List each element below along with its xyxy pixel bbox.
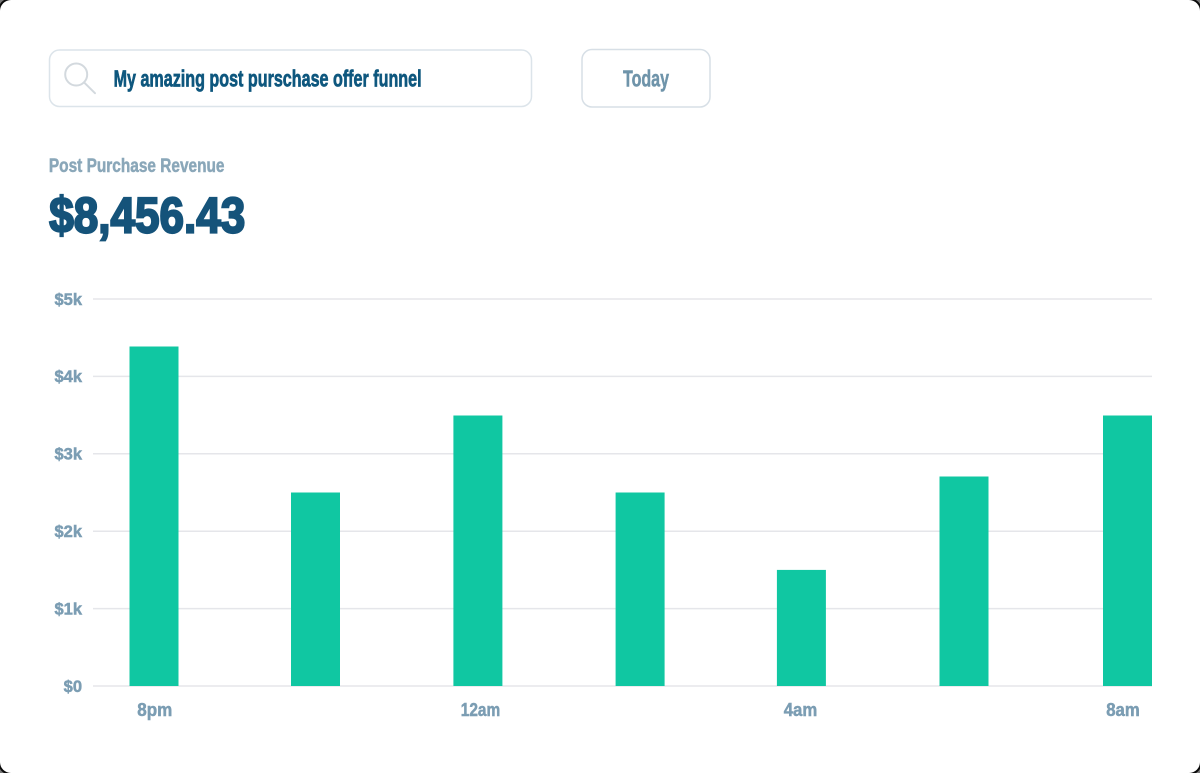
svg-text:Today: Today [623, 66, 669, 92]
svg-text:4am: 4am [784, 700, 818, 720]
svg-text:$0: $0 [64, 678, 82, 696]
svg-text:Post Purchase Revenue: Post Purchase Revenue [49, 156, 225, 177]
svg-text:8pm: 8pm [137, 700, 172, 720]
svg-text:$2k: $2k [54, 523, 82, 541]
svg-text:$1k: $1k [54, 600, 82, 618]
svg-text:My amazing post purschase offe: My amazing post purschase offer funnel [114, 65, 422, 91]
svg-text:8am: 8am [1106, 700, 1140, 720]
svg-text:12am: 12am [461, 700, 501, 720]
svg-text:$5k: $5k [54, 291, 82, 309]
svg-text:$3k: $3k [54, 446, 82, 464]
svg-text:$8,456.43: $8,456.43 [49, 188, 245, 244]
svg-text:$4k: $4k [54, 368, 82, 386]
